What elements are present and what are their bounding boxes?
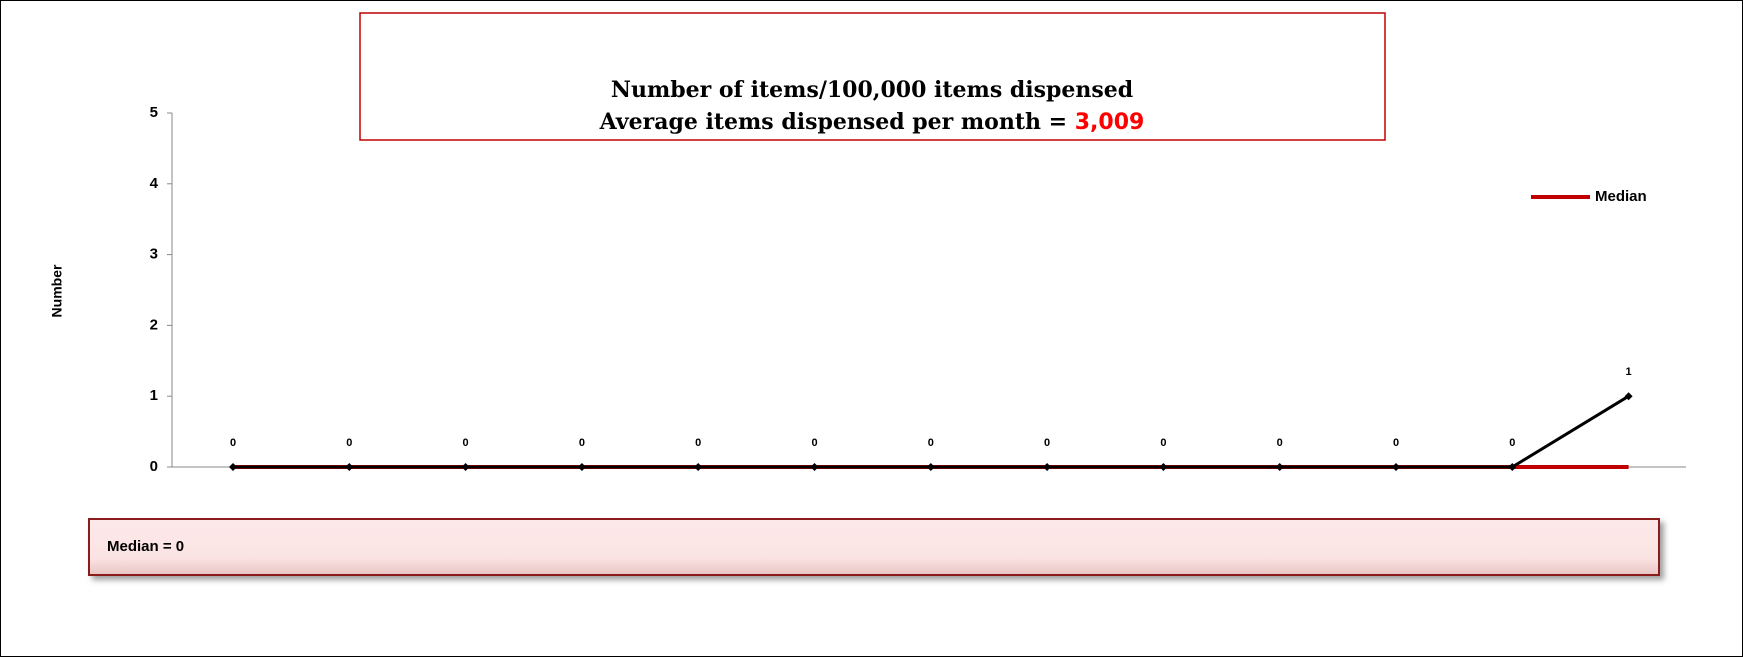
median-box [88, 518, 1660, 576]
point-marker [926, 463, 935, 471]
point-marker [810, 463, 819, 471]
point-marker [1392, 463, 1400, 471]
title-box [359, 12, 1386, 141]
y-tick-label: 1 [150, 387, 158, 404]
data-label: 0 [811, 437, 817, 449]
median-annotation: Median = 0 [107, 538, 184, 555]
data-label: 0 [1509, 437, 1515, 449]
y-tick-label: 0 [150, 458, 158, 475]
data-label: 0 [1393, 437, 1399, 449]
point-marker [1043, 463, 1052, 471]
data-label: 0 [463, 437, 469, 449]
subtitle-text: Average items dispensed per month = [599, 109, 1067, 135]
data-label: 0 [346, 437, 352, 449]
data-label: 0 [1277, 437, 1283, 449]
chart-subtitle: Average items dispensed per month = 3,00… [599, 109, 1145, 135]
data-label: 1 [1626, 366, 1632, 378]
point-marker [461, 463, 470, 471]
point-marker [345, 463, 354, 471]
legend-label: Median [1595, 188, 1647, 205]
data-label: 0 [579, 437, 585, 449]
point-marker [577, 463, 586, 471]
y-tick-label: 2 [150, 316, 158, 333]
data-label: 0 [230, 437, 236, 449]
point-marker [694, 463, 703, 471]
y-tick-label: 4 [150, 175, 159, 192]
point-marker [1275, 463, 1284, 471]
data-label: 0 [1044, 437, 1050, 449]
subtitle-value: 3,009 [1075, 110, 1145, 135]
data-label: 0 [695, 437, 701, 449]
y-tick-label: 5 [150, 104, 158, 121]
point-marker [1624, 392, 1633, 401]
point-marker [229, 463, 237, 471]
point-marker [1159, 463, 1168, 471]
data-label: 0 [928, 437, 934, 449]
data-label: 0 [1160, 437, 1166, 449]
y-axis-label: Number [49, 264, 65, 317]
chart-title: Number of items/100,000 items dispensed [611, 77, 1133, 103]
point-marker [1508, 463, 1517, 471]
y-tick-label: 3 [150, 246, 158, 263]
